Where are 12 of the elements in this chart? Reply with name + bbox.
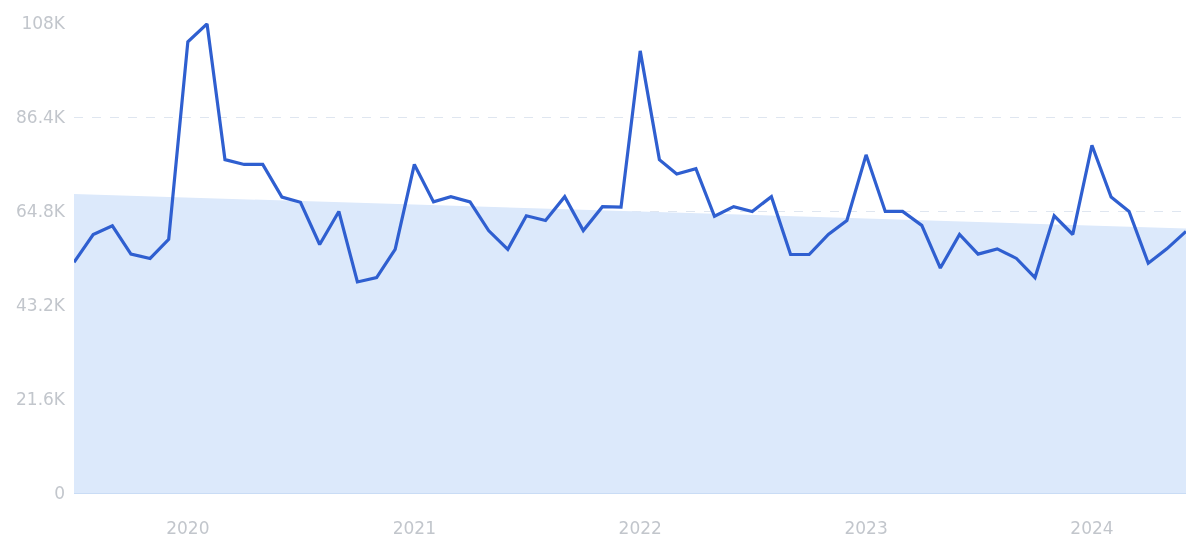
x-tick-label: 2020 — [166, 518, 210, 539]
line-series — [74, 23, 1186, 284]
y-tick-label: 43.2K — [16, 294, 66, 315]
y-tick-label: 86.4K — [16, 106, 66, 127]
x-tick-label: 2021 — [392, 518, 436, 539]
y-tick-label: 108K — [21, 12, 66, 33]
x-tick-label: 2022 — [618, 518, 662, 539]
y-tick-label: 0 — [54, 482, 65, 503]
x-tick-label: 2024 — [1070, 518, 1114, 539]
x-tick-label: 2023 — [844, 518, 888, 539]
y-tick-label: 21.6K — [16, 388, 66, 409]
y-tick-label: 64.8K — [16, 200, 66, 221]
